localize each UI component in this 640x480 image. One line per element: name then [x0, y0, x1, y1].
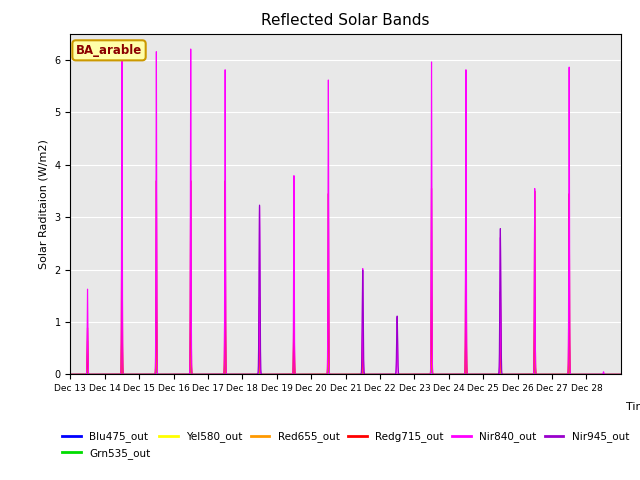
Line: Red655_out: Red655_out [70, 297, 621, 374]
Red655_out [497, 351, 504, 357]
Grn535_out [497, 360, 504, 366]
Redg715_out [366, 372, 374, 377]
Blu475_out [497, 367, 504, 372]
Nir945_out [396, 372, 403, 377]
Red655_out [524, 372, 531, 377]
Line: Nir840_out: Nir840_out [70, 49, 621, 374]
Nir840_out [396, 372, 403, 377]
Nir945_out [497, 233, 504, 239]
Redg715_out [538, 372, 545, 377]
Yel580_out [118, 310, 125, 315]
Line: Nir945_out: Nir945_out [70, 205, 621, 374]
Blu475_out [180, 372, 188, 377]
Blu475_out [396, 372, 403, 377]
Red655_out [67, 372, 74, 377]
Yel580_out [180, 372, 188, 377]
Red655_out [180, 372, 188, 377]
Grn535_out [524, 372, 531, 377]
Yel580_out [67, 372, 74, 377]
Blu475_out [67, 372, 74, 377]
Blu475_out [524, 372, 531, 377]
Text: BA_arable: BA_arable [76, 44, 142, 57]
Grn535_out [366, 372, 374, 377]
Nir840_out [187, 46, 195, 52]
Nir945_out [255, 202, 263, 208]
Nir840_out [497, 250, 504, 256]
Nir840_out [180, 372, 188, 377]
Nir945_out [67, 372, 74, 377]
Yel580_out [497, 358, 504, 363]
Grn535_out [118, 315, 125, 321]
Blu475_out [538, 372, 545, 377]
Red655_out [366, 372, 374, 377]
Blu475_out [617, 372, 625, 377]
Red655_out [118, 294, 125, 300]
Redg715_out [180, 372, 188, 377]
Redg715_out [524, 372, 531, 377]
Line: Yel580_out: Yel580_out [70, 312, 621, 374]
Nir945_out [524, 372, 531, 377]
Nir945_out [617, 372, 625, 377]
Y-axis label: Solar Raditaion (W/m2): Solar Raditaion (W/m2) [39, 139, 49, 269]
Yel580_out [366, 372, 374, 377]
Blu475_out [366, 372, 374, 377]
Nir945_out [180, 372, 188, 377]
Yel580_out [617, 372, 625, 377]
Grn535_out [180, 372, 188, 377]
Redg715_out [67, 372, 74, 377]
Redg715_out [497, 299, 504, 304]
Yel580_out [524, 372, 531, 377]
Yel580_out [396, 372, 403, 377]
Blu475_out [118, 353, 125, 359]
Red655_out [617, 372, 625, 377]
Yel580_out [538, 372, 545, 377]
Title: Reflected Solar Bands: Reflected Solar Bands [261, 13, 430, 28]
Grn535_out [617, 372, 625, 377]
Text: Time: Time [627, 402, 640, 412]
Line: Redg715_out: Redg715_out [70, 181, 621, 374]
Grn535_out [396, 372, 403, 377]
Red655_out [396, 372, 403, 377]
Nir840_out [366, 372, 374, 377]
Nir840_out [617, 372, 625, 377]
Nir945_out [366, 372, 374, 377]
Nir840_out [538, 372, 545, 377]
Line: Blu475_out: Blu475_out [70, 356, 621, 374]
Nir840_out [524, 372, 531, 377]
Nir945_out [538, 372, 545, 377]
Legend: Blu475_out, Grn535_out, Yel580_out, Red655_out, Redg715_out, Nir840_out, Nir945_: Blu475_out, Grn535_out, Yel580_out, Red6… [58, 427, 633, 463]
Redg715_out [118, 178, 125, 184]
Line: Grn535_out: Grn535_out [70, 318, 621, 374]
Grn535_out [538, 372, 545, 377]
Red655_out [538, 372, 545, 377]
Redg715_out [396, 372, 403, 377]
Nir840_out [67, 372, 74, 377]
Redg715_out [617, 372, 625, 377]
Grn535_out [67, 372, 74, 377]
